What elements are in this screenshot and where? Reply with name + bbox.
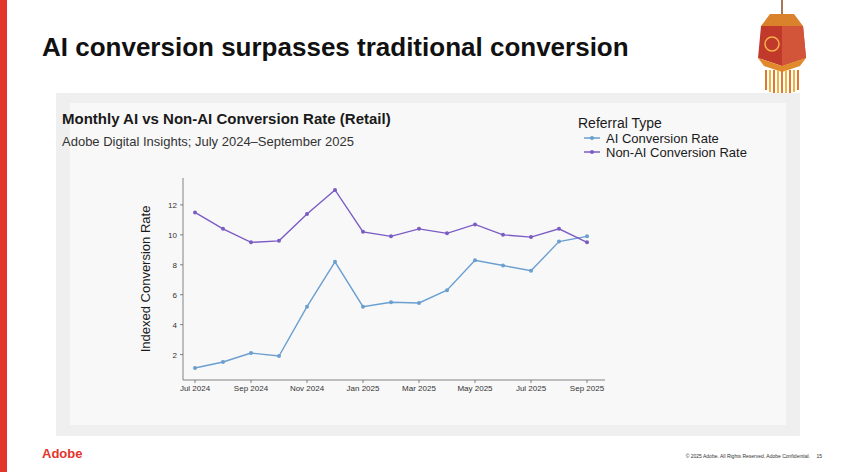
- x-tick-label: May 2025: [457, 384, 493, 393]
- chart-card: [70, 103, 786, 425]
- series-marker: [529, 269, 533, 273]
- y-tick-label: 6: [173, 291, 178, 300]
- lantern-body: [758, 26, 806, 66]
- x-tick: [363, 380, 364, 383]
- chart-title: Monthly AI vs Non-AI Conversion Rate (Re…: [62, 110, 391, 127]
- series-marker: [193, 210, 197, 214]
- series-marker: [473, 222, 477, 226]
- y-tick-label: 4: [173, 321, 178, 330]
- x-tick: [419, 380, 420, 383]
- accent-bar: [0, 0, 7, 472]
- legend-marker: [590, 136, 594, 140]
- series-marker: [333, 188, 337, 192]
- series-marker: [277, 354, 281, 358]
- series-marker: [445, 231, 449, 235]
- lantern-tassel: [769, 70, 771, 92]
- y-tick-label: 10: [168, 231, 177, 240]
- background: [0, 0, 844, 472]
- series-marker: [193, 366, 197, 370]
- series-marker: [585, 240, 589, 244]
- series-marker: [361, 230, 365, 234]
- logo: Adobe: [42, 446, 82, 461]
- x-tick: [195, 380, 196, 383]
- y-tick-label: 2: [173, 351, 178, 360]
- lantern-tassel: [777, 70, 779, 96]
- series-marker: [221, 227, 225, 231]
- series-marker: [557, 240, 561, 244]
- footer: © 2025 Adobe. All Rights Reserved. Adobe…: [686, 453, 810, 459]
- series-marker: [557, 227, 561, 231]
- series-marker: [277, 239, 281, 243]
- lantern-tassel: [789, 70, 791, 94]
- lantern-tassel: [765, 70, 767, 90]
- legend: Referral TypeAI Conversion RateNon-AI Co…: [578, 115, 747, 160]
- y-tick: [180, 294, 183, 295]
- series-marker: [389, 300, 393, 304]
- series-marker: [417, 227, 421, 231]
- series-line: [195, 236, 587, 368]
- x-axis-line: [183, 380, 605, 381]
- lantern-tassel: [793, 70, 795, 92]
- y-axis-title: Indexed Conversion Rate: [138, 206, 153, 353]
- series-marker: [221, 360, 225, 364]
- x-tick-label: Jul 2024: [180, 384, 211, 393]
- x-tick: [587, 380, 588, 383]
- series-marker: [501, 233, 505, 237]
- y-tick: [180, 234, 183, 235]
- lantern-top: [761, 14, 803, 26]
- lantern: [758, 0, 806, 98]
- series-marker: [249, 351, 253, 355]
- y-tick-label: 12: [168, 201, 177, 210]
- x-tick-label: Jan 2025: [347, 384, 380, 393]
- legend-marker: [590, 150, 594, 154]
- lantern-string: [781, 0, 783, 14]
- series-marker: [305, 305, 309, 309]
- y-tick: [180, 324, 183, 325]
- series-marker: [501, 264, 505, 268]
- x-tick-label: Sep 2025: [570, 384, 605, 393]
- x-tick: [251, 380, 252, 383]
- x-tick-label: Jul 2025: [516, 384, 547, 393]
- series-marker: [389, 234, 393, 238]
- series-marker: [305, 212, 309, 216]
- legend-label: Non-AI Conversion Rate: [606, 145, 747, 160]
- x-tick: [531, 380, 532, 383]
- plot-area: [193, 188, 589, 370]
- series-marker: [445, 288, 449, 292]
- lantern-bottom: [758, 58, 806, 72]
- x-tick-label: Sep 2024: [234, 384, 269, 393]
- series-marker: [249, 240, 253, 244]
- series-marker: [585, 234, 589, 238]
- legend-title: Referral Type: [578, 115, 662, 131]
- series-marker: [417, 301, 421, 305]
- chart-subtitle: Adobe Digital Insights; July 2024–Septem…: [62, 134, 354, 149]
- y-tick: [180, 264, 183, 265]
- lantern-tassel: [785, 70, 787, 96]
- series-marker: [473, 258, 477, 262]
- series-marker: [361, 305, 365, 309]
- series-line: [195, 190, 587, 242]
- x-tick-label: Mar 2025: [402, 384, 436, 393]
- slide: AI conversion surpasses traditional conv…: [0, 0, 844, 472]
- x-tick: [475, 380, 476, 383]
- series-marker: [529, 235, 533, 239]
- page-number: 15: [816, 453, 822, 459]
- y-tick: [180, 354, 183, 355]
- x-tick: [307, 380, 308, 383]
- lantern-emblem: [765, 37, 779, 51]
- y-tick: [180, 204, 183, 205]
- axes: 2 4 6 8 10 12 Jul 2024 Sep 2024 Nov 2024 Jan 2025…: [138, 178, 605, 393]
- y-tick-label: 8: [173, 261, 178, 270]
- series-marker: [333, 260, 337, 264]
- lantern-tassel: [773, 70, 775, 94]
- y-axis-line: [183, 178, 184, 380]
- legend-label: AI Conversion Rate: [606, 131, 719, 146]
- panel: [56, 93, 800, 436]
- slide-title: AI conversion surpasses traditional conv…: [42, 32, 629, 62]
- x-tick-label: Nov 2024: [290, 384, 325, 393]
- lantern-tassel: [797, 70, 799, 90]
